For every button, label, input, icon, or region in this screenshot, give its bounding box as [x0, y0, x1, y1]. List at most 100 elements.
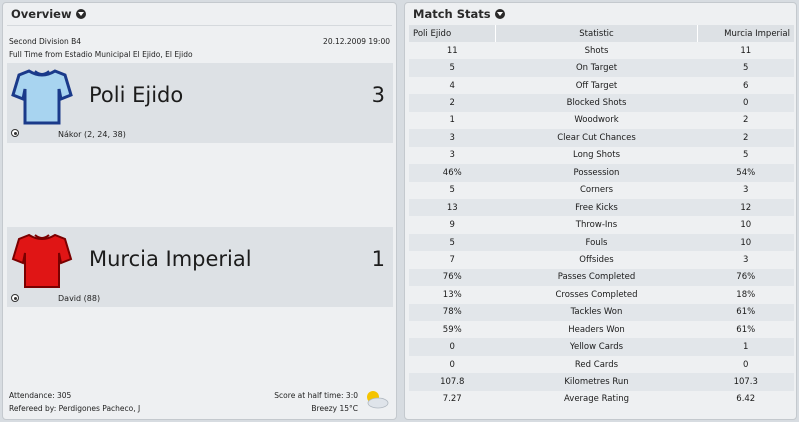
stat-row: 13 Free Kicks 12	[409, 198, 794, 217]
stat-row: 7.27 Average Rating 6.42	[409, 391, 794, 408]
ball-icon	[11, 294, 19, 302]
stat-label: Shots	[584, 45, 609, 56]
column-away[interactable]: Murcia Imperial	[697, 25, 794, 42]
stat-label: Off Target	[575, 80, 618, 91]
stat-label: Possession	[495, 164, 698, 182]
home-value: 3	[409, 129, 496, 147]
stat-label: Woodwork	[574, 115, 619, 126]
away-value: 1	[697, 338, 794, 356]
away-value: 10	[697, 233, 794, 252]
home-value: 59%	[442, 324, 462, 335]
home-shirt-icon	[11, 69, 73, 125]
home-scorers[interactable]: Nákor (2, 24, 38)	[58, 130, 126, 139]
stat-label: On Target	[495, 59, 698, 77]
weather-icon	[367, 391, 389, 409]
stat-row: 5 Corners 3	[409, 182, 794, 199]
competition[interactable]: Second Division B4	[9, 37, 82, 46]
away-team-name[interactable]: Murcia Imperial	[89, 247, 252, 271]
away-value: 61%	[697, 303, 794, 321]
match-stats-panel: Match Stats Poli Ejido Statistic Murcia …	[404, 2, 797, 420]
home-team-block: Poli Ejido 3 Nákor (2, 24, 38)	[7, 63, 393, 143]
column-statistic[interactable]: Statistic	[495, 25, 698, 42]
divider	[7, 25, 392, 26]
dropdown-arrow-icon[interactable]	[494, 9, 505, 19]
home-value: 3	[449, 150, 455, 161]
stat-row: 13% Crosses Completed 18%	[409, 286, 794, 303]
away-value: 2	[697, 129, 794, 147]
stat-row: 1 Woodwork 2	[409, 112, 794, 129]
stat-label: Blocked Shots	[495, 94, 698, 112]
stat-row: 7 Offsides 3	[409, 251, 794, 268]
stats-title: Match Stats	[413, 7, 491, 21]
stat-label: Kilometres Run	[495, 373, 698, 391]
home-value: 107.8	[409, 373, 496, 391]
away-value: 107.3	[697, 373, 794, 391]
away-value: 61%	[736, 324, 756, 335]
home-value: 46%	[409, 164, 496, 182]
home-value: 5	[449, 185, 455, 196]
stat-label: Red Cards	[574, 359, 619, 370]
away-score: 1	[371, 247, 385, 271]
stat-label: Tackles Won	[495, 303, 698, 321]
half-time-score: Score at half time: 3:0	[274, 391, 358, 400]
home-value: 5	[409, 59, 496, 77]
stat-label: Free Kicks	[495, 198, 698, 217]
stat-label: Corners	[579, 185, 614, 196]
away-value: 3	[743, 185, 749, 196]
stat-label: Clear Cut Chances	[495, 129, 698, 147]
stat-row: 5 On Target 5	[409, 59, 794, 77]
home-value: 0	[409, 338, 496, 356]
stat-row: 4 Off Target 6	[409, 77, 794, 94]
stat-row: 5 Fouls 10	[409, 233, 794, 252]
away-value: 18%	[736, 289, 756, 300]
stat-row: 107.8 Kilometres Run 107.3	[409, 373, 794, 391]
dropdown-arrow-icon[interactable]	[75, 9, 86, 19]
stat-label: Throw-Ins	[575, 220, 618, 231]
home-value: 7.27	[442, 394, 462, 405]
home-value: 76%	[409, 268, 496, 287]
stat-row: 46% Possession 54%	[409, 164, 794, 182]
away-team-block: Murcia Imperial 1 David (88)	[7, 227, 393, 307]
home-value: 2	[409, 94, 496, 112]
home-value: 0	[449, 359, 455, 370]
referee[interactable]: Refereed by: Perdigones Pacheco, J	[9, 404, 141, 413]
stat-row: 59% Headers Won 61%	[409, 321, 794, 338]
away-value: 54%	[697, 164, 794, 182]
home-value: 1	[449, 115, 455, 126]
stat-row: 0 Red Cards 0	[409, 356, 794, 373]
stat-label: Headers Won	[568, 324, 625, 335]
stat-row: 2 Blocked Shots 0	[409, 94, 794, 112]
home-value: 9	[449, 220, 455, 231]
column-home[interactable]: Poli Ejido	[409, 25, 496, 42]
stat-label: Passes Completed	[495, 268, 698, 287]
away-value: 11	[740, 45, 752, 56]
stat-row: 3 Clear Cut Chances 2	[409, 129, 794, 147]
away-scorers[interactable]: David (88)	[58, 294, 101, 303]
home-value: 78%	[409, 303, 496, 321]
away-shirt-icon	[11, 233, 73, 288]
home-team-name[interactable]: Poli Ejido	[89, 83, 184, 107]
weather-text: Breezy 15°C	[311, 404, 358, 413]
overview-title: Overview	[11, 7, 72, 21]
stats-header[interactable]: Match Stats	[413, 7, 505, 21]
stat-row: 0 Yellow Cards 1	[409, 338, 794, 356]
stat-label: Yellow Cards	[495, 338, 698, 356]
away-value: 3	[743, 254, 749, 265]
away-value: 6.42	[736, 394, 756, 405]
stat-row: 78% Tackles Won 61%	[409, 303, 794, 321]
stat-label: Crosses Completed	[555, 289, 638, 300]
stat-row: 76% Passes Completed 76%	[409, 268, 794, 287]
stat-label: Long Shots	[572, 150, 620, 161]
stat-row: 11 Shots 11	[409, 42, 794, 59]
away-value: 5	[743, 150, 749, 161]
stats-header-row: Poli Ejido Statistic Murcia Imperial	[409, 25, 794, 42]
home-score: 3	[371, 83, 385, 107]
overview-header[interactable]: Overview	[11, 7, 86, 21]
match-date: 20.12.2009 19:00	[323, 37, 390, 46]
home-value: 7	[449, 254, 455, 265]
ball-icon	[11, 129, 19, 137]
venue: Full Time from Estadio Municipal El Ejid…	[9, 50, 193, 59]
home-value: 5	[409, 233, 496, 252]
home-value: 13%	[442, 289, 462, 300]
stat-label: Average Rating	[563, 394, 629, 405]
